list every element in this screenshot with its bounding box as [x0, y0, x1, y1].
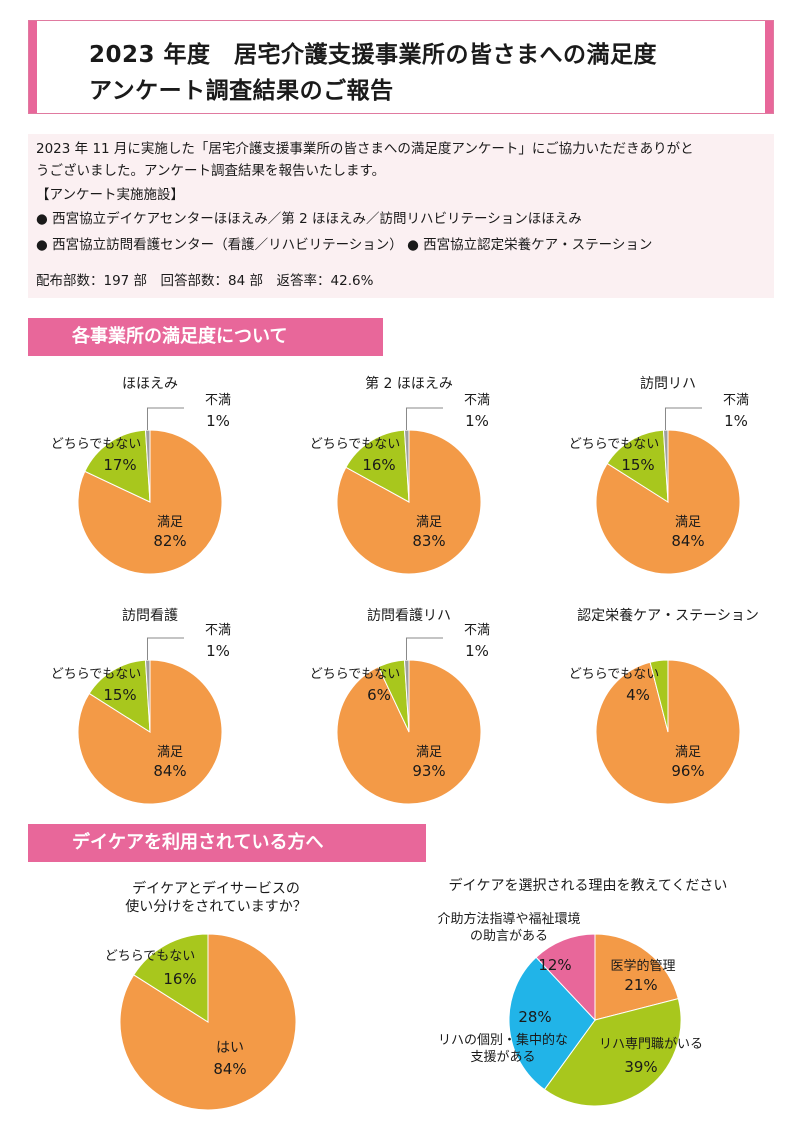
- leader-line: [405, 637, 443, 661]
- slice-value: 1%: [465, 412, 489, 430]
- pie-slice: [594, 933, 679, 1021]
- pie-slice: [535, 933, 596, 1022]
- slice-value: 1%: [724, 412, 748, 430]
- chart-title: 訪問看護リハ: [367, 608, 451, 624]
- slice-value: 93%: [412, 762, 445, 780]
- chart-title: 訪問リハ: [640, 376, 696, 392]
- slice-value: 4%: [626, 686, 650, 704]
- slice-label: 不満: [205, 623, 231, 638]
- report-title-box: 2023 年度 居宅介護支援事業所の皆さまへの満足度 アンケート調査結果のご報告: [28, 20, 774, 114]
- slice-value: 17%: [103, 456, 136, 474]
- intro-paragraph-line2: うございました。アンケート調査結果を報告いたします。: [36, 163, 386, 179]
- facility-line2: ● 西宮協立訪問看護センター（看護／リハビリテーション） ● 西宮協立認定栄養ケ…: [36, 237, 653, 253]
- slice-label: リハの個別・集中的な支援がある: [438, 1032, 568, 1065]
- slice-label: どちらでもない: [51, 437, 142, 452]
- slice-label: どちらでもない: [105, 949, 196, 964]
- leader-line: [146, 637, 184, 661]
- slice-label: 医学的管理: [610, 958, 675, 974]
- chart-title: 認定栄養ケア・ステーション: [577, 607, 759, 624]
- survey-stats: 配布部数：197 部 回答部数：84 部 返答率：42.6%: [36, 273, 374, 289]
- slice-value: 96%: [671, 762, 704, 780]
- slice-value: 84%: [153, 762, 186, 780]
- slice-label: 不満: [205, 393, 231, 408]
- slice-value: 1%: [206, 642, 230, 660]
- leader-line: [146, 407, 184, 431]
- section-daycare-header: デイケアを利用されている方へ: [28, 824, 426, 862]
- pie-slice: [508, 956, 596, 1091]
- slice-value: 15%: [103, 686, 136, 704]
- slice-value: 28%: [518, 1008, 551, 1026]
- pie-slice: [133, 933, 209, 1023]
- slice-value: 1%: [465, 642, 489, 660]
- chart-title: ほほえみ: [122, 376, 178, 392]
- pie-slice: [649, 659, 669, 733]
- chart-title: 訪問看護: [122, 608, 178, 624]
- slice-value: 39%: [624, 1058, 657, 1076]
- report-title-line1: 2023 年度 居宅介護支援事業所の皆さまへの満足度: [89, 42, 658, 68]
- slice-label: 不満: [723, 393, 749, 408]
- slice-value: 21%: [624, 976, 657, 994]
- slice-value: 15%: [621, 456, 654, 474]
- pie-slice: [606, 429, 669, 503]
- chart-title: 第 2 ほほえみ: [365, 375, 453, 392]
- slice-label: どちらでもない: [310, 437, 401, 452]
- pie-slice: [345, 429, 410, 503]
- slice-value: 12%: [538, 956, 571, 974]
- leader-line: [405, 407, 443, 431]
- slice-label: どちらでもない: [569, 437, 660, 452]
- slice-value: 83%: [412, 532, 445, 550]
- slice-value: 84%: [671, 532, 704, 550]
- intro-paragraph-line1: 2023 年 11 月に実施した「居宅介護支援事業所の皆さまへの満足度アンケート…: [36, 141, 694, 157]
- slice-label: 満足: [416, 515, 442, 530]
- chart-title: デイケアを選択される理由を教えてください: [449, 877, 728, 894]
- slice-label: 不満: [464, 623, 490, 638]
- pie-slice: [84, 429, 151, 503]
- slice-label: 不満: [464, 393, 490, 408]
- slice-label: 満足: [157, 515, 183, 530]
- slice-label: 満足: [157, 745, 183, 760]
- section-satisfaction-header: 各事業所の満足度について: [28, 318, 383, 356]
- pie-slice: [88, 659, 151, 733]
- slice-label: 満足: [675, 745, 701, 760]
- intro-panel: 2023 年 11 月に実施した「居宅介護支援事業所の皆さまへの満足度アンケート…: [28, 134, 774, 298]
- facilities-heading: 【アンケート実施施設】: [36, 187, 184, 203]
- slice-value: 6%: [367, 686, 391, 704]
- slice-label: どちらでもない: [569, 667, 660, 682]
- slice-label: リハ専門職がいる: [599, 1037, 703, 1052]
- report-title-line2: アンケート調査結果のご報告: [89, 78, 394, 104]
- slice-value: 84%: [213, 1060, 246, 1078]
- slice-label: どちらでもない: [51, 667, 142, 682]
- slice-label: 満足: [675, 515, 701, 530]
- slice-value: 82%: [153, 532, 186, 550]
- slice-label: 満足: [416, 745, 442, 760]
- pie-slice: [543, 998, 682, 1107]
- slice-value: 16%: [163, 970, 196, 988]
- facility-line1: ● 西宮協立デイケアセンターほほえみ／第 2 ほほえみ／訪問リハビリテーションほ…: [36, 211, 582, 227]
- slice-label: はい: [216, 1040, 244, 1056]
- slice-label: 介助方法指導や福祉環境の助言がある: [437, 911, 580, 944]
- leader-line: [664, 407, 702, 431]
- slice-value: 16%: [362, 456, 395, 474]
- slice-value: 1%: [206, 412, 230, 430]
- slice-label: どちらでもない: [310, 667, 401, 682]
- pie-slice: [336, 429, 482, 575]
- chart-title: デイケアとデイサービスの使い分けをされていますか？: [125, 880, 307, 915]
